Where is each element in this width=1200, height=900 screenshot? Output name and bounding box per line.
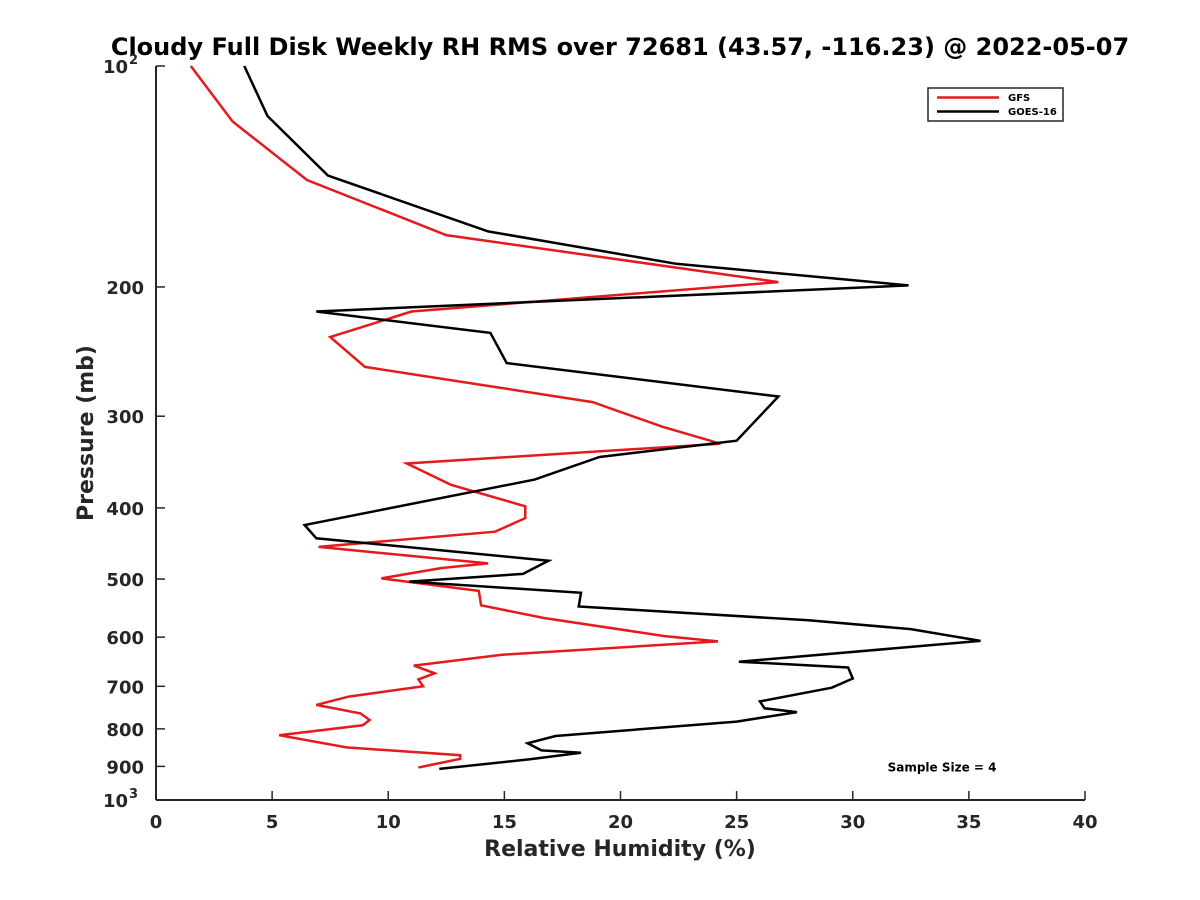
legend-entry-goes-16: GOES-16 xyxy=(1008,107,1057,118)
y-edge-label-base: 10 xyxy=(103,57,128,78)
y-tick-label: 400 xyxy=(106,499,144,520)
y-tick-label: 200 xyxy=(106,278,144,299)
x-tick-label: 15 xyxy=(492,812,517,833)
x-ticks: 0 5 10 15 20 25 30 35 40 xyxy=(150,791,1098,833)
x-tick-label: 35 xyxy=(956,812,981,833)
series-line-gfs xyxy=(189,65,779,769)
y-axis-label: Pressure (mb) xyxy=(74,345,99,521)
x-tick-label: 20 xyxy=(608,812,633,833)
x-tick-label: 10 xyxy=(376,812,401,833)
legend: GFS GOES-16 xyxy=(927,87,1064,122)
x-tick-label: 25 xyxy=(724,812,749,833)
series-line-goes-16 xyxy=(243,65,981,771)
series-lines xyxy=(189,65,981,771)
x-tick-label: 40 xyxy=(1072,812,1097,833)
y-tick-label: 700 xyxy=(106,677,144,698)
legend-box xyxy=(927,87,1064,122)
x-tick-label: 30 xyxy=(840,812,865,833)
y-tick-label: 900 xyxy=(106,757,144,778)
y-tick-label: 600 xyxy=(106,628,144,649)
y-tick-label: 300 xyxy=(106,407,144,428)
x-tick-label: 0 xyxy=(150,812,163,833)
plot-area: 0 5 10 15 20 25 30 35 40 200 300 400 500 600 700 800 90… xyxy=(103,53,1098,833)
y-tick-label: 500 xyxy=(106,570,144,591)
x-tick-label: 5 xyxy=(266,812,279,833)
y-edge-label-exponent: 3 xyxy=(129,787,138,802)
y-edge-label-exponent: 2 xyxy=(129,53,138,68)
y-edge-label-base: 10 xyxy=(103,791,128,812)
sample-size-annotation: Sample Size = 4 xyxy=(888,760,997,774)
chart-title: Cloudy Full Disk Weekly RH RMS over 7268… xyxy=(111,33,1129,61)
legend-entry-gfs: GFS xyxy=(1008,93,1030,104)
x-axis-label: Relative Humidity (%) xyxy=(484,837,756,862)
y-tick-label: 800 xyxy=(106,720,144,741)
